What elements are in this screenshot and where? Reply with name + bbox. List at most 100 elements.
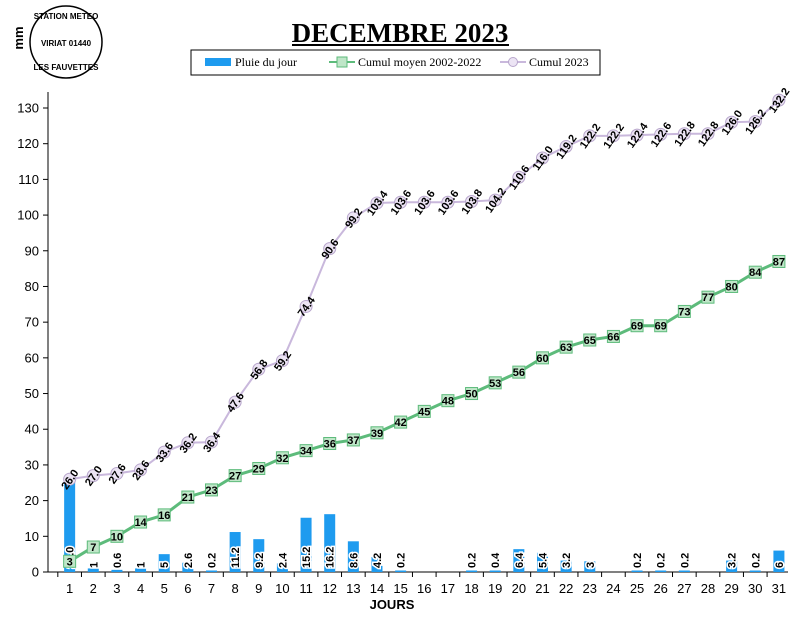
label-cumul-moyen: 80 [725,281,737,293]
bar [87,568,99,572]
x-tick-label: 9 [255,581,262,596]
x-tick-label: 10 [275,581,289,596]
y-tick-label: 0 [32,565,39,580]
label-cumul-moyen: 7 [90,542,96,554]
bar [64,479,76,572]
x-ticks: 1 2 3 4 5 6 7 8 9 10 11 12 13 14 15 16 17 18 19 20 21 22 23 24 2… [57,572,786,596]
label-cumul-moyen: 60 [536,353,548,365]
bar-labels: 26.010.6152.60.211.29.22.415.216.28.64.2… [63,545,787,569]
bar [253,539,265,572]
x-tick-label: 30 [748,581,762,596]
bar-data-label: 16.2 [325,547,337,568]
x-axis-title: JOURS [370,597,415,612]
bar [631,570,643,572]
label-cumul-moyen: 27 [229,471,241,483]
bar [135,568,147,572]
label-cumul-2023: 132.2 [767,86,793,115]
bar [584,561,596,572]
bar [466,570,478,572]
marker-cumul-2023 [346,211,360,225]
marker-cumul-moyen [654,319,668,333]
marker-cumul-moyen [323,437,337,451]
label-cumul-moyen: 21 [182,492,194,504]
y-tick-label: 40 [25,422,39,437]
marker-cumul-2023 [63,472,77,486]
marker-cumul-moyen [677,304,691,318]
marker-cumul-moyen [157,508,171,522]
legend-swatch-bar [205,58,231,66]
bar [347,541,359,572]
marker-cumul-moyen [701,290,715,304]
legend: Pluie du jour Cumul moyen 2002-2022 Cumu… [190,49,601,76]
marker-cumul-moyen [252,461,266,475]
marker-cumul-moyen [606,329,620,343]
marker-cumul-2023 [204,435,218,449]
label-cumul-2023: 59.2 [272,349,294,373]
bar-data-label: 5.4 [537,552,549,568]
marker-cumul-2023 [181,436,195,450]
x-tick-label: 16 [417,581,431,596]
marker-cumul-moyen [417,404,431,418]
bar [371,557,383,572]
label-cumul-moyen: 32 [276,453,288,465]
marker-cumul-2023 [323,242,337,256]
bar-data-label: 5 [159,562,171,568]
label-cumul-2023: 27.0 [83,464,105,488]
label-cumul-2023: 28.6 [130,458,152,482]
marker-cumul-2023 [275,354,289,368]
marker-cumul-2023 [86,469,100,483]
x-tick-label: 17 [441,581,455,596]
marker-cumul-moyen [535,351,549,365]
x-tick-label: 18 [464,581,478,596]
label-cumul-moyen: 14 [134,517,147,529]
marker-cumul-moyen [772,254,786,268]
label-cumul-moyen: 56 [513,367,525,379]
label-cumul-2023: 90.6 [319,237,341,261]
label-cumul-2023: 26.0 [59,468,81,492]
label-cumul-moyen: 29 [253,463,265,475]
label-cumul-moyen: 77 [702,292,714,304]
x-tick-label: 3 [113,581,120,596]
legend-box [190,49,601,76]
label-cumul-2023: 119.2 [554,133,579,162]
label-cumul-moyen: 36 [324,439,336,451]
stamp-line1: STATION METEO [34,12,99,21]
bar [773,550,785,572]
bar [513,549,525,572]
legend-label-pluie: Pluie du jour [235,55,297,69]
marker-cumul-2023 [677,127,691,141]
bar-data-label: 0.2 [750,553,762,568]
station-stamp-logo: STATION METEO VIRIAT 01440 LES FAUVETTES [29,5,103,79]
y-tick-label: 130 [17,101,39,116]
marker-cumul-2023 [630,128,644,142]
bar-data-label: 2.4 [277,552,289,568]
legend-label-moyen: Cumul moyen 2002-2022 [358,55,481,69]
x-tick-label: 26 [653,581,667,596]
marker-cumul-2023 [748,115,762,129]
marker-cumul-2023 [654,127,668,141]
marker-cumul-moyen [346,433,360,447]
marker-cumul-2023 [370,196,384,210]
bar-data-label: 1 [88,562,100,568]
label-cumul-moyen: 10 [111,531,123,543]
bar-data-label: 4.2 [372,553,384,568]
bar [111,569,123,572]
label-cumul-moyen: 23 [205,485,217,497]
stamp-line3: LES FAUVETTES [34,63,100,72]
bar-data-label: 0.4 [490,552,502,568]
marker-cumul-2023 [110,466,124,480]
x-tick-label: 8 [232,581,239,596]
bar-data-label: 11.2 [230,547,242,568]
x-tick-label: 21 [535,581,549,596]
marker-cumul-moyen [63,554,77,568]
y-tick-label: 80 [25,279,39,294]
marker-cumul-moyen [748,265,762,279]
y-tick-label: 90 [25,243,39,258]
bar-data-label: 0.2 [656,553,668,568]
marker-cumul-moyen [181,490,195,504]
marker-cumul-moyen [465,387,479,401]
bar-data-label: 6.4 [514,552,526,568]
marker-cumul-2023 [465,195,479,209]
bar-data-label: 0.6 [112,553,124,568]
